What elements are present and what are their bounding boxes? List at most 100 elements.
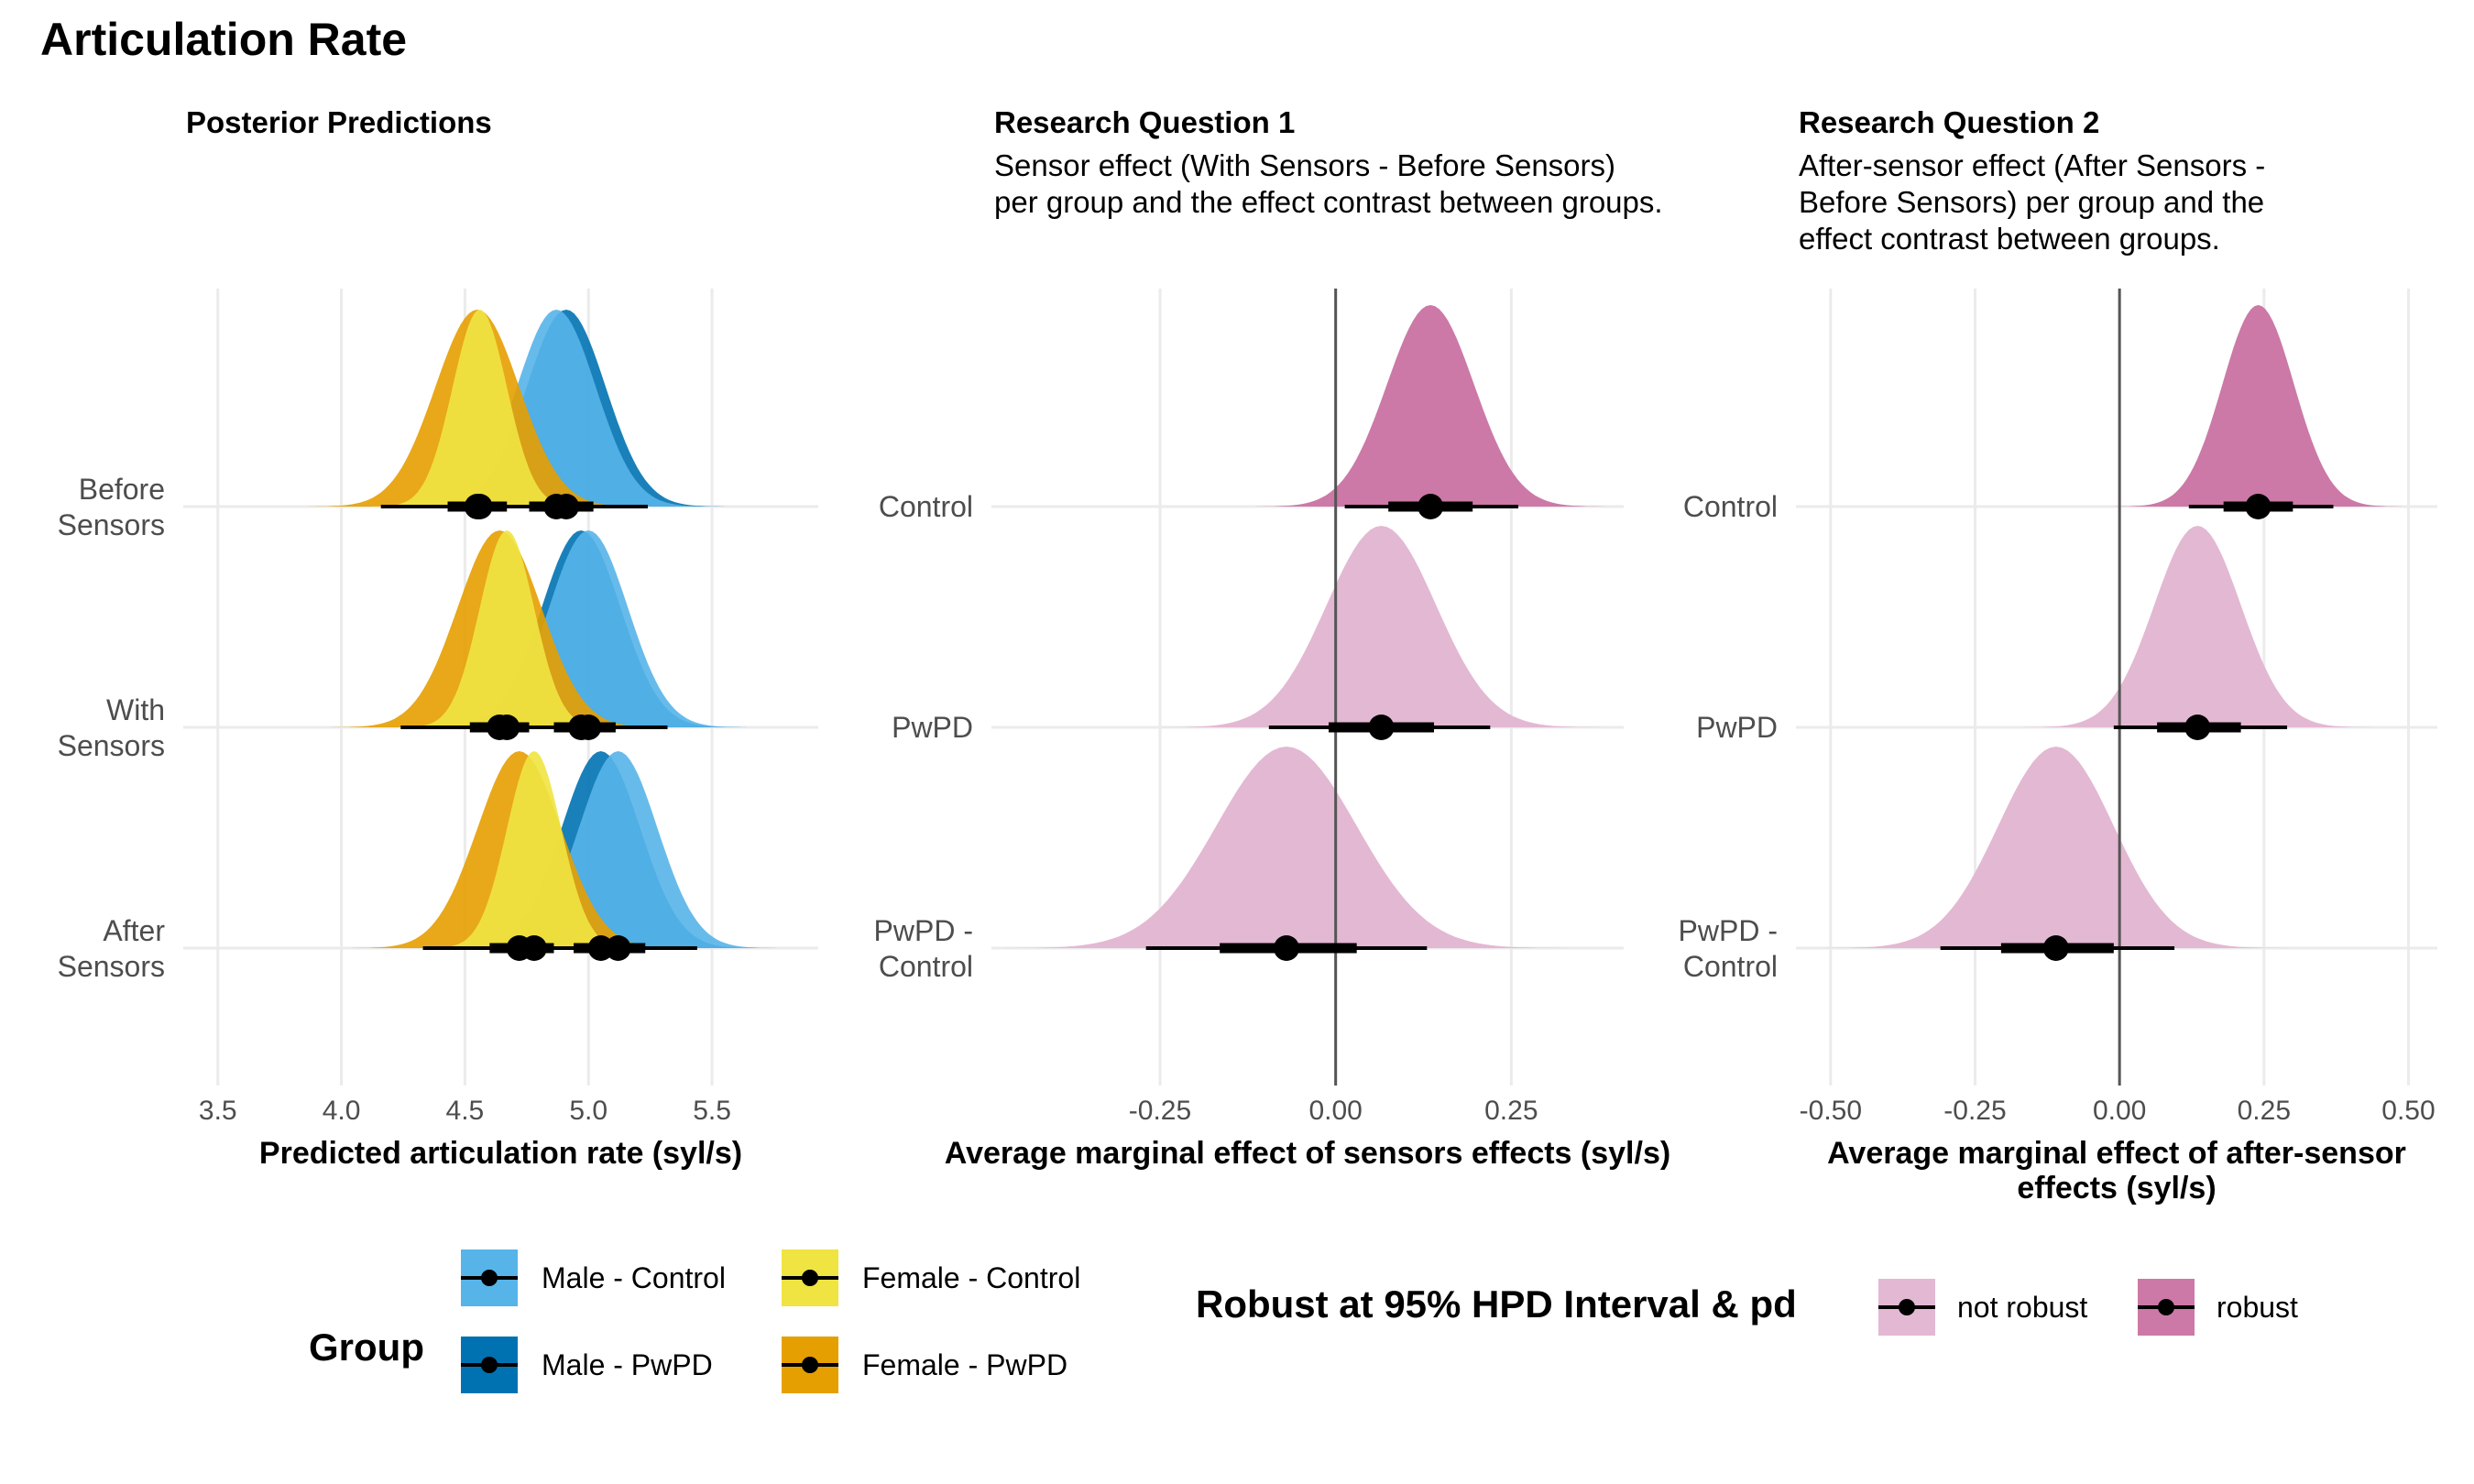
y-tick-label-line: Before [79,473,165,506]
x-tick-label: -0.25 [1129,1096,1191,1126]
interval-point [2245,494,2271,519]
panel-3-densities [1824,305,2402,948]
y-tick-label-line: Control [1683,490,1778,523]
interval-point [494,715,520,740]
y-tick-label: After Sensors [58,914,166,983]
density-robust [1256,305,1605,507]
panel-1-x-ticks: 3.5 4.0 4.5 5.0 5.5 [199,1096,731,1126]
x-tick-label: 0.00 [2093,1096,2146,1126]
panel-2-intervals [1145,494,1518,961]
density-female-control [398,530,616,727]
legend-robust-title: Robust at 95% HPD Interval & pd [1196,1282,1797,1326]
y-tick-label-line: After [103,914,165,947]
legend-group-title: Group [309,1326,424,1369]
panel-3-gridlines [1796,289,2437,1086]
y-tick-label-line: Sensors [58,950,165,983]
interval-point [2184,715,2211,740]
subtitle-line: effect contrast between groups. [1799,222,2220,256]
y-tick-label-line: PwPD [892,711,973,744]
panel-2-title: Research Question 1 [994,105,1295,139]
density-not-robust [1162,526,1601,727]
x-tick-label: 3.5 [199,1096,237,1126]
legend-group-item: Female - PwPD [782,1337,1067,1393]
legend-key-point [2158,1299,2174,1315]
interval-point [520,935,547,961]
panel-1-intervals [380,494,697,961]
x-tick-label: 0.00 [1308,1096,1362,1126]
panel-2-x-ticks: -0.25 0.00 0.25 [1129,1096,1538,1126]
y-tick-label: With Sensors [58,693,165,762]
legend-group-items: Male - Control Male - PwPD Female - Contro… [461,1249,1080,1393]
panel-1-densities [309,310,777,948]
y-tick-label: PwPD [1696,711,1778,744]
panel-3-subtitle: After-sensor effect (After Sensors -Befo… [1799,148,2265,256]
x-tick-label: 4.0 [323,1096,361,1126]
density-female-control [370,310,589,507]
legend-key-point [481,1270,498,1286]
panel-1-x-label: Predicted articulation rate (syl/s) [259,1136,742,1171]
panel-3-intervals [1940,494,2334,961]
density-male-control [398,310,715,507]
y-tick-label: Before Sensors [58,473,165,541]
interval-point [1274,935,1299,961]
legend-robust-label: robust [2217,1291,2298,1324]
legend-robust-label: not robust [1957,1291,2087,1324]
legend-group-label: Female - PwPD [862,1348,1067,1381]
interval-point [1418,494,1444,519]
x-label-line: effects (syl/s) [2017,1171,2216,1206]
density-not-robust [1005,747,1568,948]
panel-2-y-ticks: Control PwPD PwPD -Control [874,490,973,983]
y-tick-label-line: Control [879,490,973,523]
x-label-line: Average marginal effect of after-sensor [1827,1136,2406,1171]
density-robust [2115,305,2402,507]
y-tick-label-line: Sensors [58,729,165,762]
legend-robust-items: not robust robust [1878,1279,2298,1336]
x-label-line: Average marginal effect of sensors effec… [945,1136,1670,1171]
subtitle-line: Before Sensors) per group and the [1799,185,2264,219]
figure-title: Articulation Rate [40,14,407,65]
y-tick-label-line: PwPD - [874,914,973,947]
y-tick-label: PwPD [892,711,973,744]
y-tick-label-line: PwPD - [1679,914,1778,947]
legend-key-point [1899,1299,1915,1315]
x-label-line: Predicted articulation rate (syl/s) [259,1136,742,1171]
interval-point [1368,715,1395,740]
x-tick-label: 0.25 [1484,1096,1538,1126]
panel-research-question-2: Research Question 2 After-sensor effect … [1679,105,2437,1206]
x-tick-label: 0.50 [2381,1096,2435,1126]
x-tick-label: -0.50 [1800,1096,1862,1126]
interval-point [2042,935,2069,961]
density-male-control [430,530,747,727]
subtitle-line: per group and the effect contrast betwee… [994,185,1663,219]
legend-group-item: Male - PwPD [461,1337,713,1393]
panel-3-x-ticks: -0.50 -0.25 0.00 0.25 0.50 [1800,1096,2436,1126]
panel-1-title: Posterior Predictions [186,105,492,139]
x-tick-label: -0.25 [1943,1096,2006,1126]
x-tick-label: 5.0 [569,1096,608,1126]
x-tick-label: 0.25 [2238,1096,2291,1126]
panel-3-x-label: Average marginal effect of after-sensor e… [1827,1136,2406,1206]
density-male-control [460,751,777,948]
x-tick-label: 4.5 [446,1096,485,1126]
subtitle-line: After-sensor effect (After Sensors - [1799,148,2265,182]
legend-group-label: Male - Control [542,1261,726,1294]
legend-group-label: Female - Control [862,1261,1080,1294]
y-tick-label-line: With [106,693,165,726]
legend-key-point [802,1357,818,1373]
y-tick-label-line: Sensors [58,508,165,541]
y-tick-label-line: PwPD [1696,711,1778,744]
y-tick-label: PwPD -Control [874,914,973,983]
interval-point [605,935,631,961]
density-not-robust [2024,526,2371,727]
legend-key-point [802,1270,818,1286]
legend-key-point [481,1357,498,1373]
panel-2-subtitle: Sensor effect (With Sensors - Before Sen… [994,148,1663,219]
panel-2-x-label: Average marginal effect of sensors effec… [945,1136,1670,1171]
x-tick-label: 5.5 [693,1096,731,1126]
y-tick-label-line: Control [1683,950,1778,983]
subtitle-line: Sensor effect (With Sensors - Before Sen… [994,148,1615,182]
legend-robust-item: not robust [1878,1279,2087,1336]
